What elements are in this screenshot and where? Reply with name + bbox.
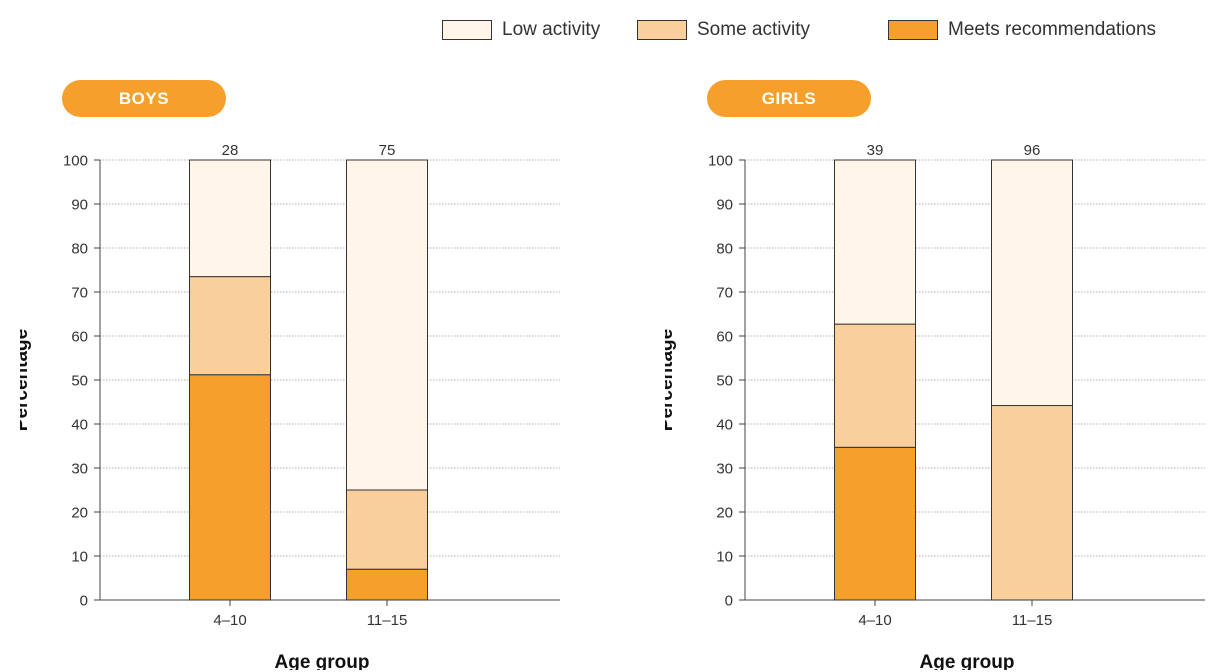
boys-bar-some-activity-4-10 (189, 276, 271, 376)
girls-bar-some-activity-4-10 (834, 323, 916, 448)
girls-y-tick-label: 40 (716, 417, 733, 434)
girls-panel: GIRLS 01020304050607080901003428394–1004… (645, 80, 1221, 672)
boys-bar-meets-recommendations-4-10 (189, 374, 271, 601)
girls-y-tick-label: 0 (725, 593, 733, 610)
boys-x-axis-title: Age group (275, 652, 370, 670)
boys-y-tick-label: 40 (71, 417, 88, 434)
legend-swatch-some-activity (637, 20, 687, 40)
boys-bar-meets-recommendations-11-15 (346, 568, 428, 601)
boys-y-tick-label: 0 (80, 593, 88, 610)
girls-y-tick-label: 50 (716, 373, 733, 390)
boys-chart: 01020304050607080901005122284–107187511–… (20, 140, 580, 670)
girls-y-tick-label: 90 (716, 197, 733, 214)
boys-y-tick-label: 30 (71, 461, 88, 478)
girls-y-tick-label: 70 (716, 285, 733, 302)
girls-bar-low-activity-4-10 (834, 159, 916, 325)
legend-item-some-activity: Some activity (637, 14, 810, 46)
girls-y-tick-label: 60 (716, 329, 733, 346)
legend-swatch-low-activity (442, 20, 492, 40)
boys-data-label-low-activity-11-15: 75 (379, 142, 396, 159)
girls-bar-low-activity-11-15 (991, 159, 1073, 407)
girls-data-label-low-activity-4-10: 39 (867, 142, 884, 159)
boys-bar-low-activity-4-10 (189, 159, 271, 278)
girls-x-tick-label: 11–15 (1012, 612, 1053, 629)
boys-y-tick-label: 90 (71, 197, 88, 214)
boys-data-label-low-activity-4-10: 28 (222, 142, 239, 159)
boys-svg: 01020304050607080901005122284–107187511–… (20, 142, 560, 670)
boys-y-tick-label: 70 (71, 285, 88, 302)
boys-bar-some-activity-11-15 (346, 489, 428, 570)
legend-label-some-activity: Some activity (697, 19, 810, 40)
legend-label-low-activity: Low activity (502, 19, 601, 40)
girls-data-label-low-activity-11-15: 96 (1024, 142, 1041, 159)
girls-bar-meets-recommendations-4-10 (834, 446, 916, 601)
boys-y-axis-title: Percentage (20, 329, 32, 431)
legend-swatch-meets-recommendations (888, 20, 938, 40)
legend-item-low-activity: Low activity (442, 14, 600, 46)
boys-x-tick-label: 4–10 (213, 612, 246, 629)
girls-bar-some-activity-11-15 (991, 405, 1073, 601)
girls-y-tick-label: 10 (716, 549, 733, 566)
girls-y-tick-label: 80 (716, 241, 733, 258)
boys-y-tick-label: 10 (71, 549, 88, 566)
boys-y-tick-label: 20 (71, 505, 88, 522)
girls-title-badge: GIRLS (707, 80, 871, 117)
boys-panel: BOYS 01020304050607080901005122284–10718… (0, 80, 600, 672)
girls-x-tick-label: 4–10 (858, 612, 891, 629)
girls-y-tick-label: 30 (716, 461, 733, 478)
boys-title-badge: BOYS (62, 80, 226, 117)
boys-bar-low-activity-11-15 (346, 159, 428, 491)
legend-label-meets-recommendations: Meets recommendations (948, 19, 1157, 40)
girls-y-axis-title: Percentage (665, 329, 677, 431)
girls-x-axis-title: Age group (920, 652, 1015, 670)
boys-y-tick-label: 100 (63, 153, 88, 170)
girls-chart: 01020304050607080901003428394–10049611–1… (665, 140, 1221, 670)
boys-x-tick-label: 11–15 (367, 612, 408, 629)
boys-y-tick-label: 50 (71, 373, 88, 390)
boys-y-tick-label: 80 (71, 241, 88, 258)
legend-item-meets-recommendations: Meets recommendations (888, 14, 1156, 46)
girls-y-tick-label: 100 (708, 153, 733, 170)
girls-svg: 01020304050607080901003428394–10049611–1… (665, 142, 1205, 670)
boys-y-tick-label: 60 (71, 329, 88, 346)
girls-y-tick-label: 20 (716, 505, 733, 522)
